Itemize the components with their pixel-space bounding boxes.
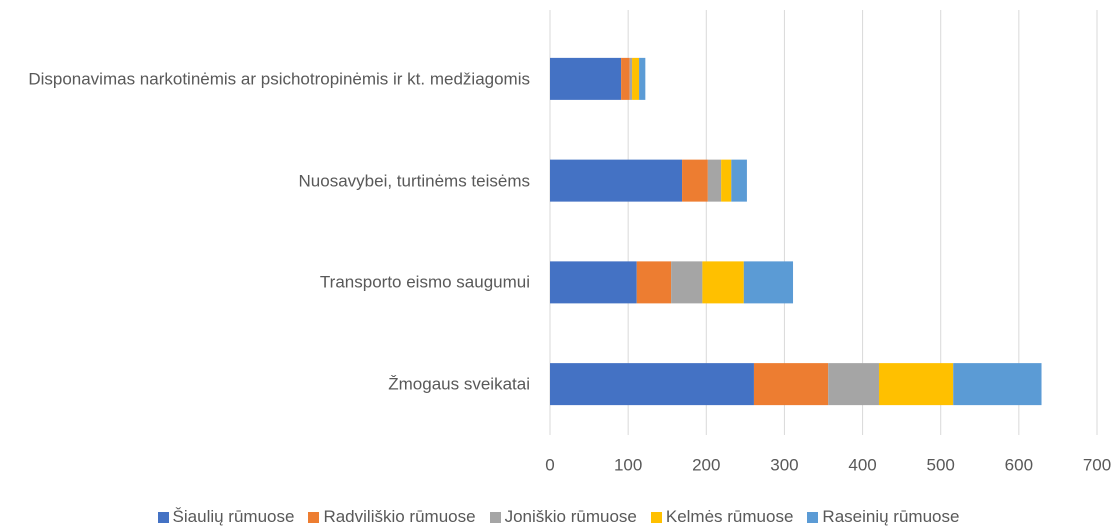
legend-item: Kelmės rūmuose — [650, 507, 794, 527]
legend-item: Radviliškio rūmuose — [308, 507, 476, 527]
legend-label: Kelmės rūmuose — [665, 507, 794, 526]
bar-segment — [878, 363, 954, 406]
legend-swatch — [807, 511, 819, 523]
legend-swatch — [650, 511, 662, 523]
bar-segment — [639, 57, 646, 100]
bar-segment — [636, 261, 672, 304]
legend-item: Šiaulių rūmuose — [157, 507, 295, 527]
y-tick-label: Nuosavybei, turtinėms teisėms — [298, 170, 530, 190]
legend-label: Šiaulių rūmuose — [172, 507, 295, 526]
legend-label: Raseinių rūmuose — [822, 507, 960, 526]
legend: Šiaulių rūmuose Radviliškio rūmuose Jonišk… — [0, 507, 1117, 527]
legend-label: Radviliškio rūmuose — [323, 507, 476, 526]
legend-label: Joniškio rūmuose — [504, 507, 637, 526]
legend-item: Raseinių rūmuose — [807, 507, 959, 527]
y-tick-label: Disponavimas narkotinėmis ar psichotropi… — [28, 69, 530, 89]
category-label-box: Žmogaus sveikatai — [0, 371, 530, 397]
bar-segment — [953, 363, 1042, 406]
bar-segment — [671, 261, 703, 304]
bar-segment — [550, 57, 622, 100]
bar-segment — [753, 363, 829, 406]
bar-segment — [721, 159, 732, 202]
category-label-box: Disponavimas narkotinėmis ar psichotropi… — [0, 66, 530, 92]
bar-segment — [707, 159, 722, 202]
legend-item: Joniškio rūmuose — [489, 507, 637, 527]
x-tick-label: 500 — [927, 455, 955, 474]
x-tick-label: 700 — [1083, 455, 1111, 474]
bar-segment — [731, 159, 747, 202]
x-tick-label: 600 — [1005, 455, 1033, 474]
bar-segment — [702, 261, 744, 304]
bar-segment — [632, 57, 640, 100]
x-tick-label: 0 — [545, 455, 554, 474]
bar-segment — [629, 57, 633, 100]
legend-swatch — [157, 511, 169, 523]
y-tick-label: Žmogaus sveikatai — [388, 374, 530, 394]
category-label-box: Nuosavybei, turtinėms teisėms — [0, 168, 530, 194]
bar-segment — [550, 159, 683, 202]
x-tick-label: 100 — [614, 455, 642, 474]
bar-segment — [828, 363, 879, 406]
bar-segment — [682, 159, 708, 202]
bar-segment — [550, 261, 637, 304]
bar-segment — [550, 363, 754, 406]
x-tick-label: 400 — [848, 455, 876, 474]
legend-swatch — [308, 511, 320, 523]
category-label-box: Transporto eismo saugumui — [0, 270, 530, 296]
x-tick-label: 200 — [692, 455, 720, 474]
y-tick-label: Transporto eismo saugumui — [319, 272, 530, 292]
bar-segment — [621, 57, 630, 100]
legend-swatch — [489, 511, 501, 523]
bar-segment — [743, 261, 794, 304]
x-tick-label: 300 — [770, 455, 798, 474]
